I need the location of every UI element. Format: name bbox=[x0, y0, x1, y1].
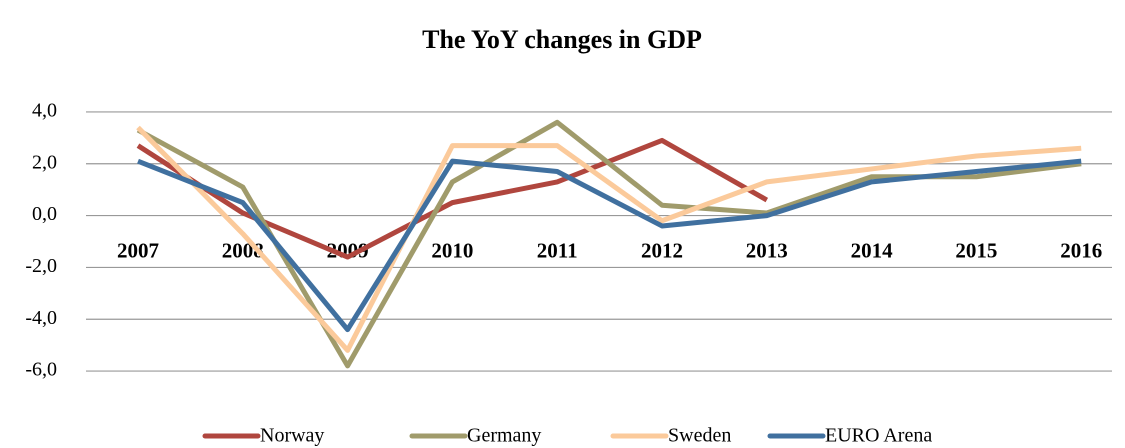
legend-label: Norway bbox=[260, 425, 324, 447]
x-tick-label: 2011 bbox=[537, 238, 578, 262]
chart-title: The YoY changes in GDP bbox=[422, 25, 702, 54]
legend-label: Sweden bbox=[668, 425, 731, 447]
y-tick-label: 0,0 bbox=[32, 203, 57, 225]
x-tick-label: 2007 bbox=[117, 238, 159, 262]
x-tick-label: 2013 bbox=[746, 238, 788, 262]
x-tick-label: 2012 bbox=[641, 238, 683, 262]
legend-label: Germany bbox=[467, 425, 541, 447]
series-line bbox=[136, 137, 769, 260]
x-tick-label: 2014 bbox=[851, 238, 894, 262]
y-tick-label: 4,0 bbox=[32, 100, 57, 122]
x-tick-label: 2010 bbox=[431, 238, 473, 262]
series-line bbox=[137, 158, 1082, 333]
x-tick-label: 2015 bbox=[955, 238, 997, 262]
y-tick-label: -4,0 bbox=[25, 307, 57, 329]
x-tick-label: 2009 bbox=[327, 238, 369, 262]
legend-label: EURO Arena bbox=[825, 425, 932, 447]
y-tick-label: -2,0 bbox=[25, 255, 57, 277]
y-tick-label: -6,0 bbox=[25, 359, 57, 381]
y-tick-label: 2,0 bbox=[32, 151, 57, 173]
x-tick-label: 2016 bbox=[1060, 238, 1102, 262]
series-line bbox=[136, 125, 1082, 353]
